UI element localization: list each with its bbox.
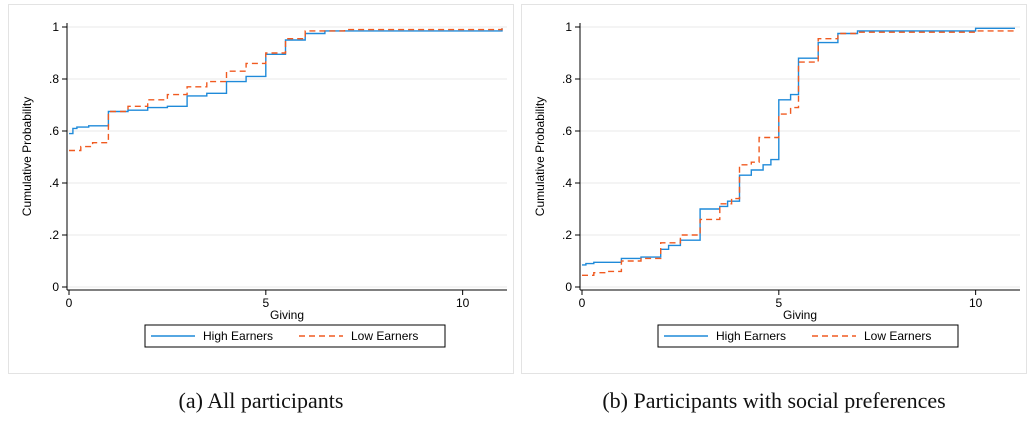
- y-tick-label: .2: [49, 228, 59, 242]
- y-tick-label: 1: [52, 20, 59, 34]
- legend-label: Low Earners: [864, 329, 931, 343]
- y-tick-label: .8: [562, 72, 572, 86]
- x-tick-label: 0: [66, 296, 73, 310]
- x-tick-label: 5: [775, 296, 782, 310]
- legend-label: High Earners: [203, 329, 273, 343]
- high-earners-line: [582, 27, 1015, 266]
- y-axis-title: Cumulative Probability: [20, 97, 34, 216]
- caption-a: (a) All participants: [178, 388, 344, 413]
- legend-label: Low Earners: [351, 329, 418, 343]
- x-tick-label: 5: [262, 296, 269, 310]
- y-tick-label: .6: [562, 124, 572, 138]
- x-tick-label: 10: [456, 296, 470, 310]
- legend-box: [657, 324, 959, 348]
- y-tick-label: .8: [49, 72, 59, 86]
- y-tick-label: 0: [565, 280, 572, 294]
- x-tick-label: 10: [969, 296, 983, 310]
- y-axis-title: Cumulative Probability: [533, 97, 547, 216]
- y-tick-label: 0: [52, 280, 59, 294]
- caption-b: (b) Participants with social preferences: [602, 388, 946, 413]
- y-tick-label: .2: [562, 228, 572, 242]
- legend-box: [144, 324, 446, 348]
- legend-label: High Earners: [716, 329, 786, 343]
- chart-panel-b: 0.2.4.6.8 1 0 5 10 Giving Cumulative Probabili…: [521, 4, 1027, 374]
- x-axis-title: Giving: [270, 308, 304, 322]
- x-tick-label: 0: [579, 296, 586, 310]
- x-axis-title: Giving: [783, 308, 817, 322]
- chart-panel-a: 0.2.4.6.8 1 0 5 10 Giving Cumulative Probabili…: [8, 4, 514, 374]
- y-tick-label: 1: [565, 20, 572, 34]
- high-earners-line: [69, 28, 503, 135]
- y-tick-label: .4: [49, 176, 59, 190]
- y-tick-label: .6: [49, 124, 59, 138]
- y-tick-label: .4: [562, 176, 572, 190]
- low-earners-line: [582, 30, 1015, 276]
- low-earners-line: [69, 28, 503, 152]
